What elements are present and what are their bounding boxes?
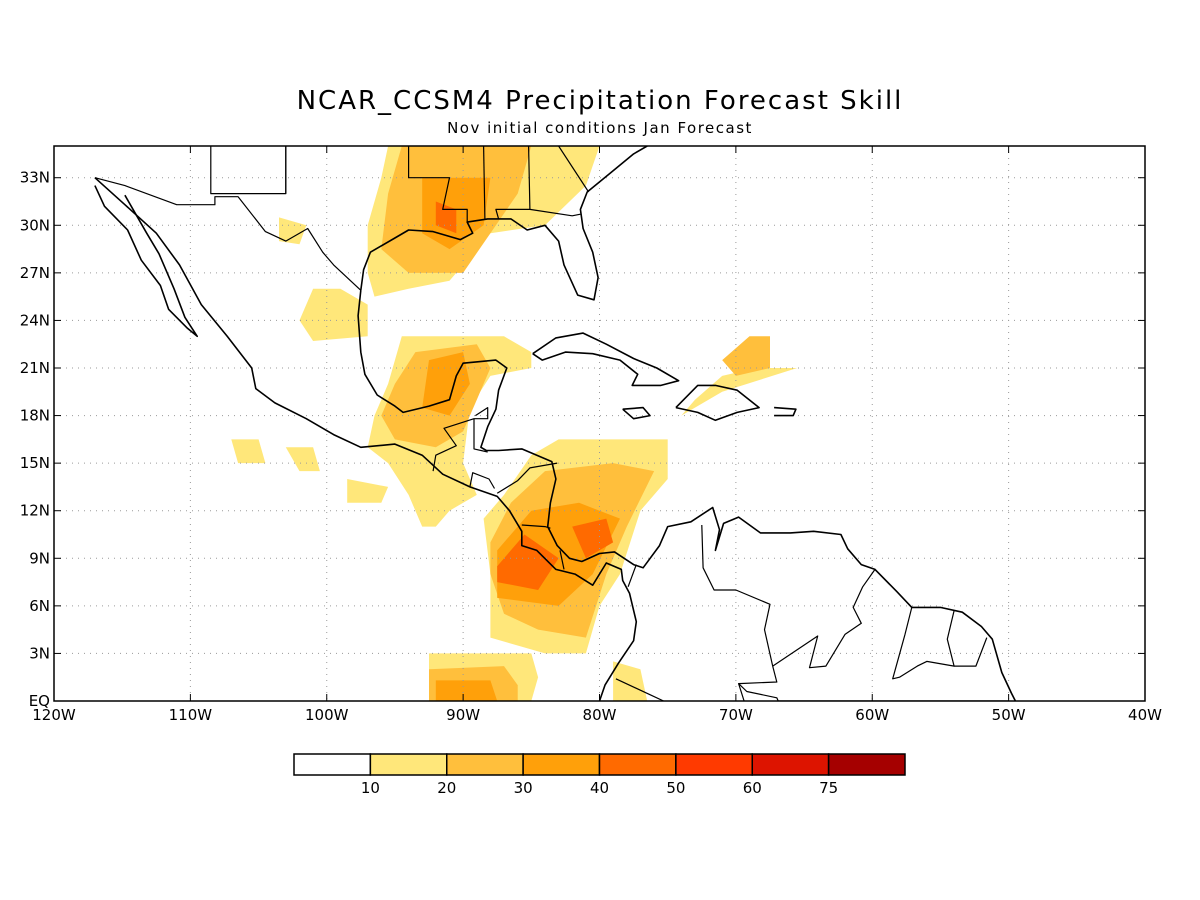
country-borders (94, 146, 1009, 701)
skill-region-level-1 (285, 447, 320, 472)
country-border (738, 683, 1009, 701)
x-tick-label: 40W (1128, 706, 1162, 724)
country-border (408, 146, 468, 223)
colorbar-label: 10 (361, 779, 380, 797)
country-border (496, 462, 558, 494)
country-border (954, 637, 988, 667)
y-tick-label: 27N (20, 264, 50, 282)
skill-region-level-1 (279, 217, 307, 245)
country-border (432, 407, 489, 472)
y-tick-label: 6N (29, 597, 50, 615)
coastline (94, 177, 638, 701)
country-border (94, 177, 362, 291)
country-border (558, 146, 590, 193)
x-axis-ticks: 120W 110W 100W 90W 80W 70W 60W 50W 40W (32, 146, 1162, 724)
colorbar-label: 75 (819, 779, 838, 797)
colorbar-swatch (369, 753, 448, 776)
country-border (473, 418, 488, 453)
coastline (675, 384, 760, 422)
skill-region-level-1 (347, 479, 389, 503)
y-tick-label: EQ (29, 692, 50, 710)
skill-region-level-3 (422, 352, 470, 416)
country-border (615, 678, 664, 701)
gridlines (54, 146, 1145, 701)
skill-region-level-4 (572, 518, 614, 559)
skill-region-level-1 (299, 288, 368, 341)
y-tick-label: 30N (20, 216, 50, 234)
colorbar-label: 50 (666, 779, 685, 797)
y-axis-ticks: EQ 3N 6N 9N 12N 15N 18N 21N 24N 27N 30N 33N (20, 169, 1145, 710)
skill-region-level-2 (722, 336, 770, 376)
colorbar: 10 20 30 40 50 60 75 (293, 753, 906, 797)
x-tick-label: 90W (446, 706, 480, 724)
colorbar-swatch (827, 753, 906, 776)
coastline (532, 332, 680, 387)
country-border (701, 524, 778, 701)
colorbar-label: 40 (590, 779, 609, 797)
x-tick-label: 80W (583, 706, 617, 724)
colorbar-swatch (522, 753, 601, 776)
coastline (94, 185, 198, 338)
y-tick-label: 9N (29, 549, 50, 567)
y-tick-label: 24N (20, 311, 50, 329)
colorbar-swatch (446, 753, 524, 776)
coastline (774, 406, 797, 417)
country-border (495, 146, 531, 220)
coastline (360, 146, 648, 301)
y-tick-label: 33N (20, 169, 50, 187)
y-tick-label: 18N (20, 407, 50, 425)
colorbar-label: 60 (743, 779, 762, 797)
country-border (521, 524, 551, 529)
country-border (469, 472, 496, 489)
y-tick-label: 15N (20, 454, 50, 472)
country-border (210, 146, 287, 195)
skill-region-level-3 (435, 680, 498, 701)
x-tick-label: 110W (169, 706, 213, 724)
colorbar-label: 30 (514, 779, 533, 797)
skill-region-level-4 (497, 534, 559, 590)
map-frame (53, 145, 1146, 702)
colorbar-swatch (293, 753, 372, 776)
country-border (529, 208, 581, 217)
country-border (627, 564, 637, 588)
x-tick-label: 60W (855, 706, 889, 724)
y-tick-label: 12N (20, 502, 50, 520)
country-border (483, 146, 486, 219)
skill-region-level-1 (231, 439, 266, 464)
x-tick-label: 70W (719, 706, 753, 724)
skill-shading (231, 146, 798, 701)
x-tick-label: 50W (992, 706, 1026, 724)
colorbar-swatch (751, 753, 830, 776)
country-border (772, 569, 876, 669)
skill-region-level-1 (613, 661, 648, 701)
country-border (892, 607, 955, 680)
colorbar-swatch (675, 753, 753, 776)
y-tick-label: 21N (20, 359, 50, 377)
x-tick-label: 120W (32, 706, 76, 724)
x-tick-label: 100W (305, 706, 349, 724)
chart-title: NCAR_CCSM4 Precipitation Forecast Skill (296, 86, 904, 116)
chart-subtitle: Nov initial conditions Jan Forecast (447, 119, 753, 137)
colorbar-swatch (598, 753, 677, 776)
coastline (622, 406, 651, 420)
colorbar-label: 20 (437, 779, 456, 797)
skill-region-level-1 (681, 368, 798, 416)
country-border (559, 550, 565, 570)
y-tick-label: 3N (29, 644, 50, 662)
